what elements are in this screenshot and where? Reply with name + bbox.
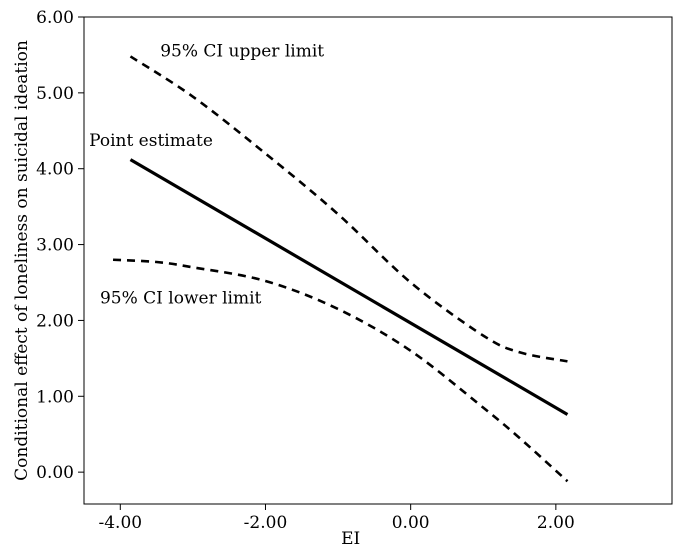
y-tick-label: 3.00 bbox=[36, 236, 74, 256]
y-axis-title: Conditional effect of loneliness on suic… bbox=[12, 40, 32, 481]
plot-border bbox=[83, 16, 673, 505]
y-tick-label: 2.00 bbox=[36, 311, 74, 331]
y-tick-label: 0.00 bbox=[36, 463, 74, 483]
x-tick-label: 0.00 bbox=[392, 513, 430, 533]
y-axis: 0.00 1.00 2.00 3.00 4.00 5.00 6.00 bbox=[36, 8, 84, 483]
x-tick-label: -2.00 bbox=[244, 513, 288, 533]
plot-frame bbox=[83, 16, 673, 505]
x-tick-label: -4.00 bbox=[98, 513, 142, 533]
y-tick-label: 1.00 bbox=[36, 387, 74, 407]
y-tick-label: 6.00 bbox=[36, 8, 74, 28]
x-tick-label: 2.00 bbox=[537, 513, 575, 533]
series-95-ci-lower-limit bbox=[112, 258, 569, 483]
y-tick-label: 4.00 bbox=[36, 160, 74, 180]
annotation-point-estimate: Point estimate bbox=[89, 131, 213, 151]
series-layer bbox=[112, 55, 569, 483]
annotations: 95% CI upper limit Point estimate 95% CI l… bbox=[89, 41, 324, 308]
y-tick-label: 5.00 bbox=[36, 84, 74, 104]
x-axis-title: EI bbox=[341, 529, 360, 547]
annotation-95-ci-lower-limit: 95% CI lower limit bbox=[100, 289, 262, 309]
x-axis: -4.00 -2.00 0.00 2.00 bbox=[98, 504, 575, 533]
annotation-95-ci-upper-limit: 95% CI upper limit bbox=[160, 41, 324, 61]
series-95-ci-upper-limit bbox=[129, 55, 568, 363]
series-point-estimate bbox=[129, 158, 569, 416]
